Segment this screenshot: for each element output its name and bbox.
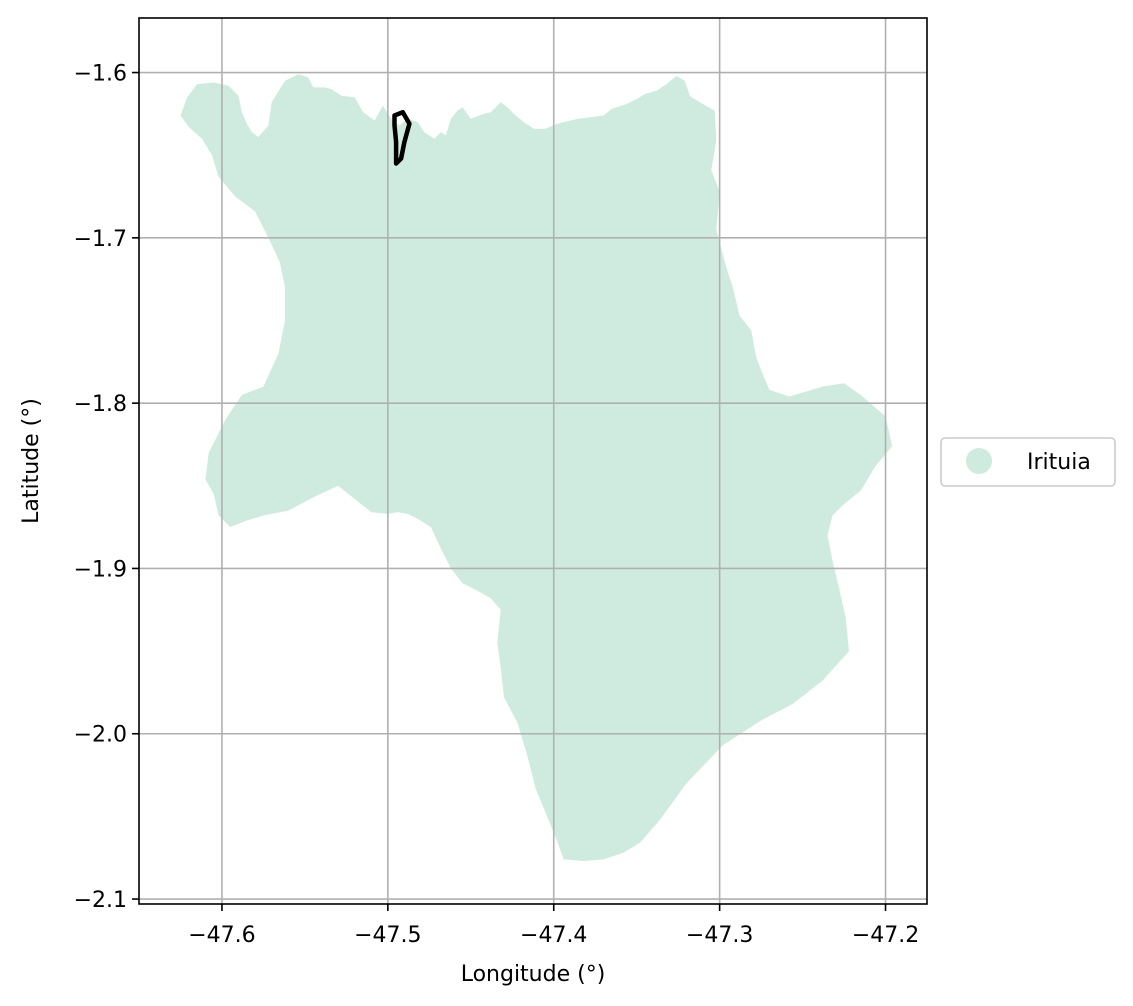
y-tick-label: −1.7 — [74, 227, 127, 252]
x-tick-label: −47.5 — [354, 923, 421, 948]
legend-marker-irituia — [966, 448, 992, 474]
y-tick-label: −1.9 — [74, 557, 127, 582]
y-axis: −1.6 −1.7 −1.8 −1.9 −2.0 −2.1 — [74, 62, 139, 913]
y-tick-label: −2.1 — [74, 888, 127, 913]
x-tick-label: −47.6 — [188, 923, 255, 948]
legend: Irituia — [940, 437, 1116, 487]
y-tick-label: −1.6 — [74, 62, 127, 87]
x-axis: −47.6 −47.5 −47.4 −47.3 −47.2 — [188, 904, 919, 948]
plot-area — [138, 17, 928, 905]
axes-frame — [138, 17, 928, 905]
x-axis-label: Longitude (°) — [461, 962, 606, 987]
region-layer — [180, 74, 893, 861]
highlight-layer — [392, 109, 412, 166]
region-irituia — [180, 74, 893, 861]
y-tick-label: −1.8 — [74, 392, 127, 417]
x-tick-label: −47.2 — [852, 923, 919, 948]
legend-label-irituia: Irituia — [1027, 450, 1091, 475]
y-tick-label: −2.0 — [74, 723, 127, 748]
x-tick-label: −47.4 — [520, 923, 587, 948]
y-axis-label: Latitude (°) — [19, 398, 44, 524]
grid-lines — [139, 18, 927, 904]
region-irituia-highlight-outline — [392, 109, 412, 166]
x-tick-label: −47.3 — [686, 923, 753, 948]
